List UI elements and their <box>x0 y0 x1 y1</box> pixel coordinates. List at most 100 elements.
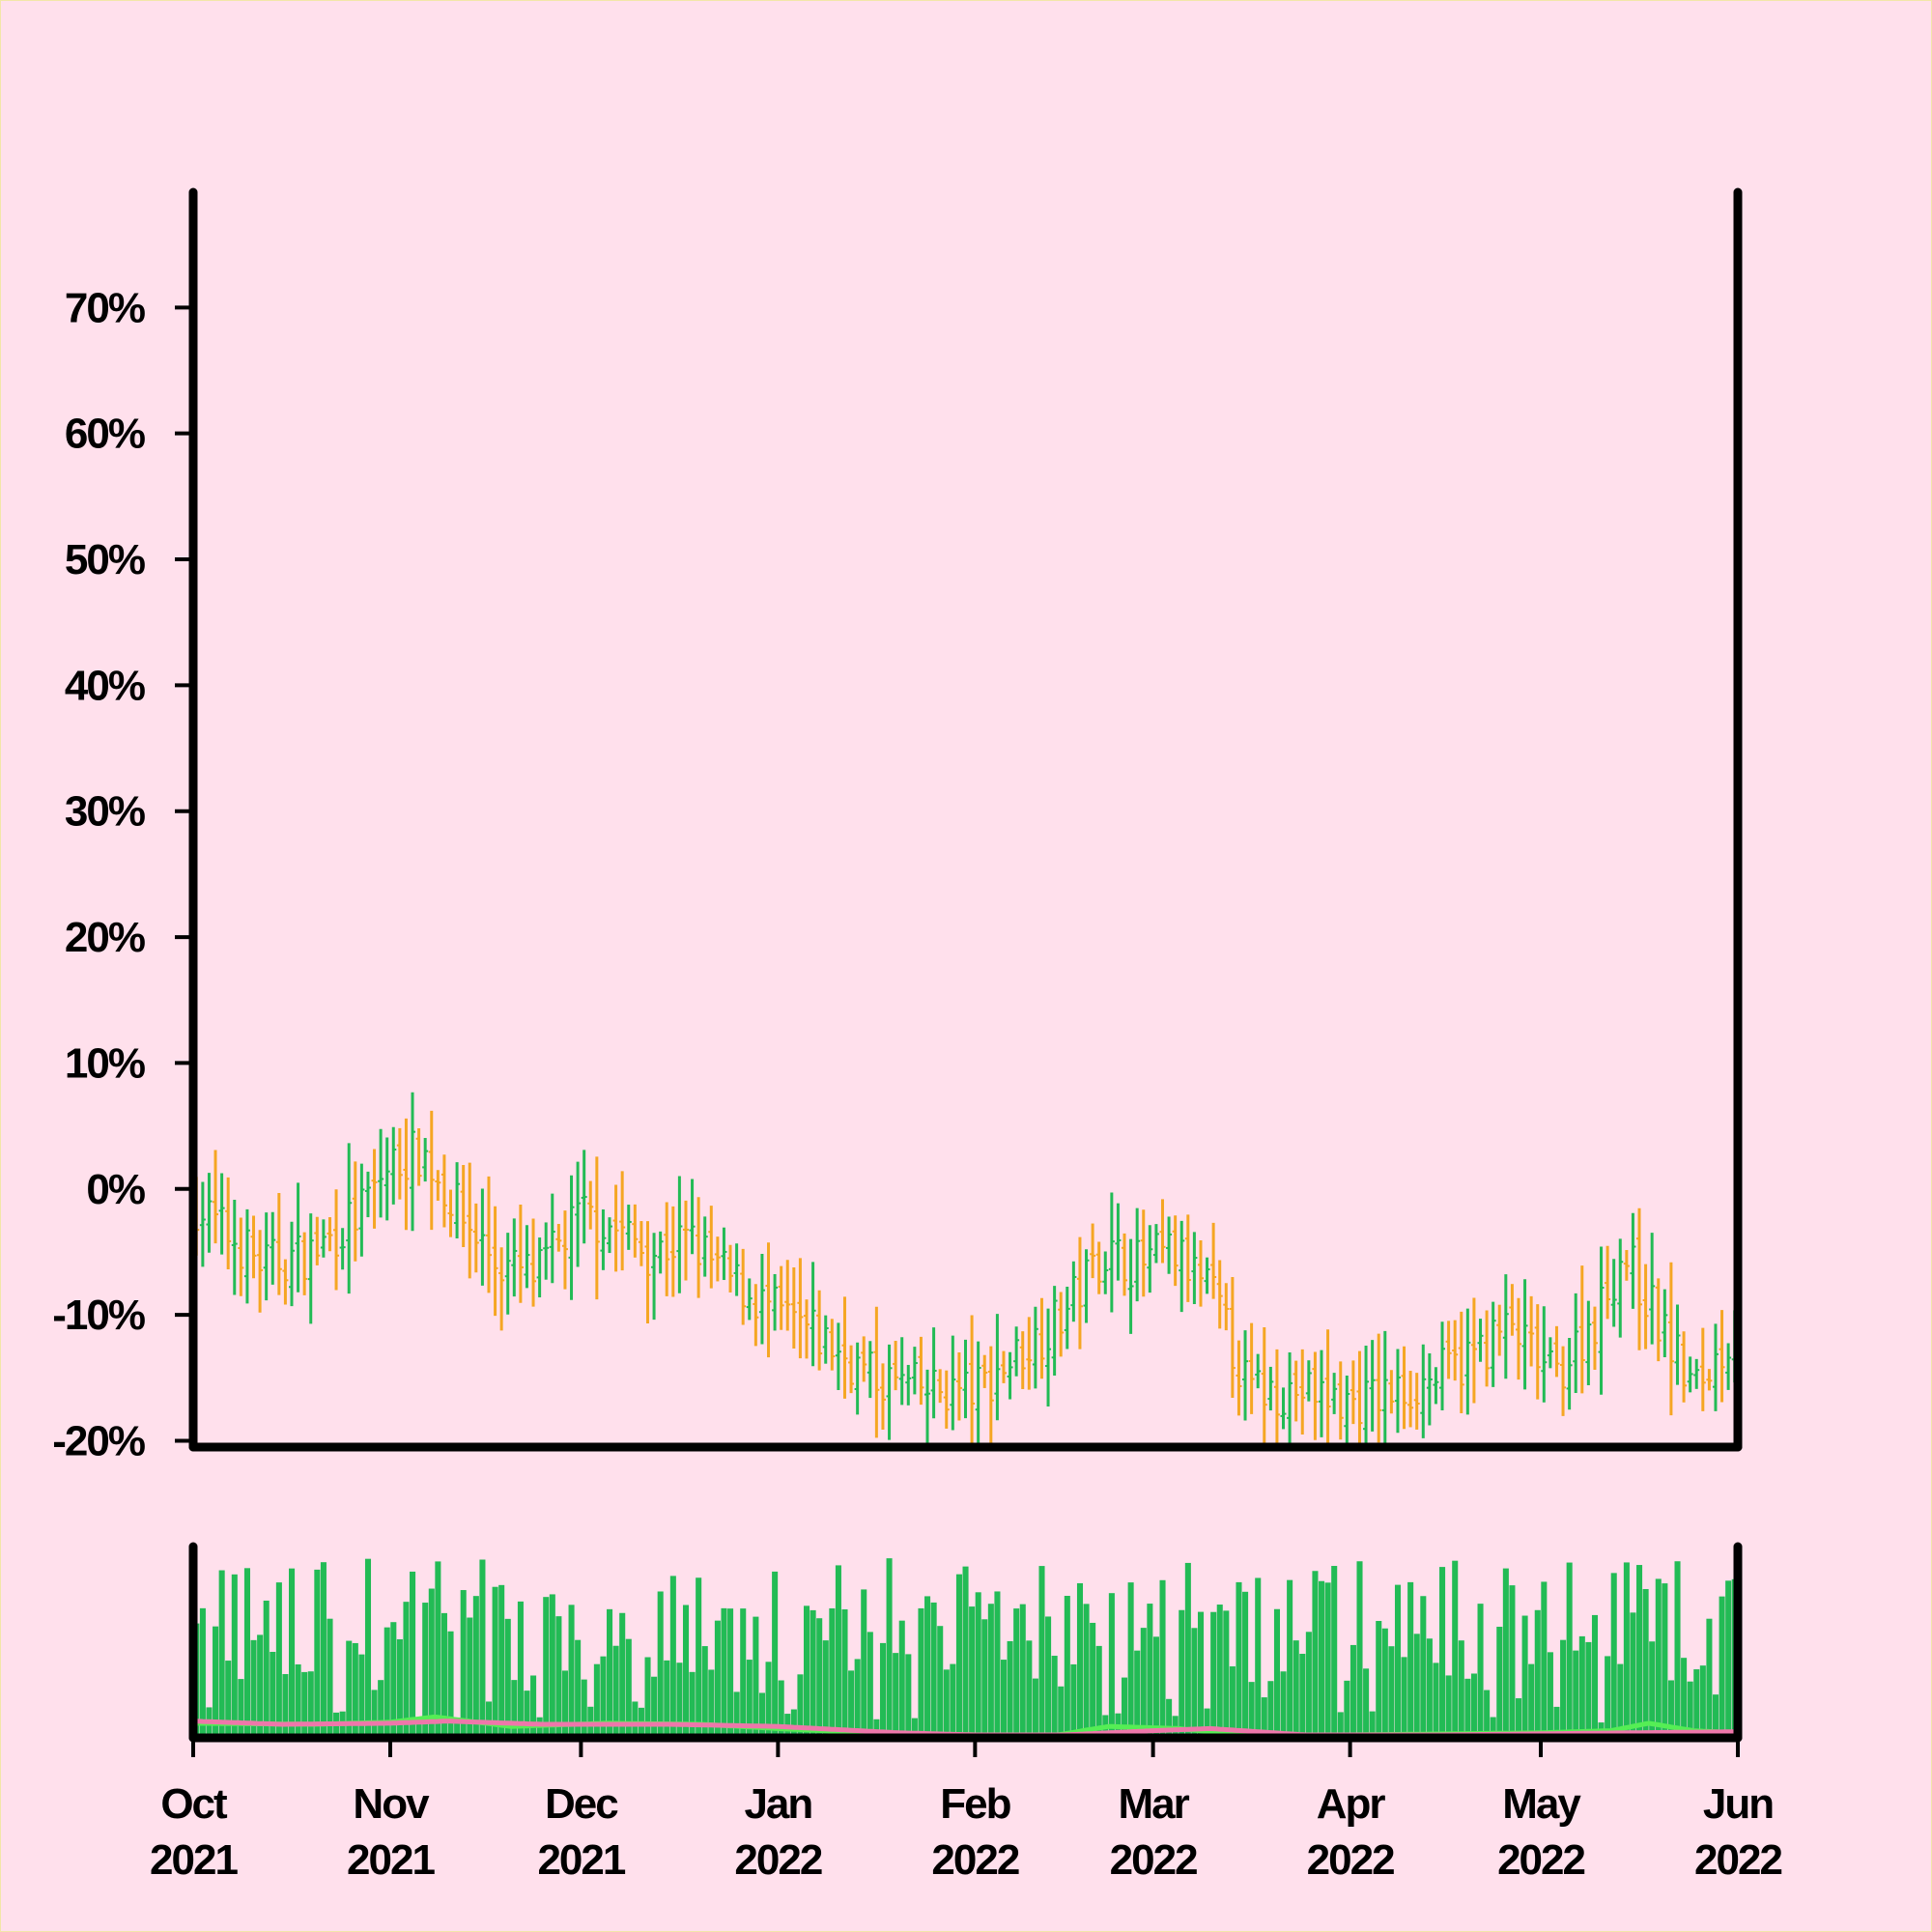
volume-bar <box>1127 1582 1134 1738</box>
volume-bar <box>682 1605 690 1738</box>
volume-bar <box>561 1670 569 1738</box>
volume-bar <box>1134 1650 1141 1738</box>
volume-bar <box>378 1680 384 1738</box>
volume-bar <box>1547 1652 1553 1738</box>
volume-bar <box>861 1589 867 1738</box>
volume-bar <box>1064 1596 1070 1738</box>
x-tick-label-year: 2022 <box>931 1836 1018 1884</box>
volume-bar <box>911 1718 918 1738</box>
volume-bar <box>1356 1561 1363 1738</box>
x-tick-label-month: May <box>1502 1780 1581 1828</box>
volume-bar <box>943 1669 950 1738</box>
volume-bar <box>1108 1593 1115 1738</box>
volume-bar <box>841 1609 848 1738</box>
volume-bar <box>1261 1697 1267 1738</box>
volume-bar <box>1331 1566 1338 1738</box>
volume-bar <box>1573 1650 1579 1738</box>
volume-bar <box>1712 1694 1719 1738</box>
volume-bar <box>301 1671 308 1738</box>
volume-bar <box>1299 1654 1306 1738</box>
volume-bar <box>1560 1639 1567 1738</box>
volume-bar <box>810 1609 816 1738</box>
volume-bar <box>918 1607 924 1738</box>
volume-bar <box>1681 1658 1688 1738</box>
volume-bar <box>575 1639 582 1738</box>
volume-bar <box>460 1590 467 1738</box>
volume-bar <box>1179 1609 1185 1738</box>
volume-bar <box>1350 1644 1356 1738</box>
volume-bar <box>384 1627 390 1738</box>
volume-bar <box>727 1608 734 1738</box>
volume-bar <box>1388 1646 1395 1738</box>
axes <box>175 187 1743 1757</box>
volume-bar <box>1426 1638 1433 1738</box>
volume-bar <box>676 1662 683 1738</box>
volume-bar <box>1095 1645 1102 1738</box>
volume-bar <box>1617 1663 1624 1738</box>
volume-bar <box>924 1596 931 1738</box>
volume-bar <box>1287 1579 1293 1738</box>
volume-bar <box>422 1603 429 1738</box>
x-tick-label-year: 2022 <box>734 1836 821 1884</box>
volume-bar <box>873 1719 880 1738</box>
volume-bar <box>1413 1634 1420 1738</box>
volume-bar <box>447 1631 454 1738</box>
volume-bar <box>950 1663 956 1738</box>
volume-bar <box>543 1597 550 1738</box>
volume-bar <box>1344 1680 1350 1738</box>
volume-bar <box>1401 1657 1407 1738</box>
volume-bar <box>696 1577 702 1738</box>
volume-bar <box>1534 1609 1541 1738</box>
volume-bar <box>886 1558 893 1738</box>
volume-bar <box>1464 1678 1471 1738</box>
volume-bar <box>327 1618 333 1738</box>
volume-bar <box>701 1646 708 1738</box>
volume-bar <box>1470 1673 1477 1738</box>
volume-bar <box>1630 1612 1636 1738</box>
volume-bar <box>307 1671 314 1738</box>
volume-bar <box>1204 1708 1210 1738</box>
volume-bar <box>1706 1618 1713 1738</box>
volume-bar <box>440 1612 447 1738</box>
volume-bar <box>1159 1579 1166 1738</box>
volume-bar <box>1223 1610 1230 1738</box>
volume-bar <box>479 1559 486 1738</box>
y-tick-label: 20% <box>65 914 145 961</box>
volume-bar <box>955 1574 962 1738</box>
volume-bar <box>969 1606 976 1738</box>
volume-bar <box>1605 1656 1611 1738</box>
volume-bar <box>238 1679 244 1738</box>
volume-bar <box>600 1656 607 1738</box>
volume-bar <box>1636 1565 1643 1738</box>
volume-bar <box>270 1651 276 1738</box>
y-tick-label: 60% <box>65 411 145 458</box>
tick-labels: -20% -10% 0% 10% 20% 30% 40% 50% 60% 70% Oct 2021 No… <box>52 284 1783 1884</box>
x-tick-label-year: 2021 <box>150 1836 238 1884</box>
volume-bar <box>708 1669 715 1738</box>
volume-bar <box>390 1622 397 1738</box>
volume-bar <box>282 1674 289 1738</box>
volume-bar <box>1267 1681 1274 1738</box>
volume-bar <box>1528 1663 1535 1738</box>
volume-bar <box>644 1657 651 1738</box>
volume-bar <box>607 1608 613 1738</box>
volume-bar <box>987 1604 994 1738</box>
volume-bar <box>651 1676 658 1738</box>
volume-bar <box>790 1709 797 1738</box>
volume-bar <box>1076 1582 1084 1738</box>
volume-bar <box>1699 1665 1706 1738</box>
volume-bar <box>689 1671 696 1738</box>
volume-bar <box>1184 1562 1191 1738</box>
volume-bar <box>1083 1604 1090 1738</box>
volume-bar <box>467 1617 473 1738</box>
volume-bar <box>1324 1582 1331 1738</box>
volume-bar <box>657 1591 664 1738</box>
volume-bar <box>225 1661 232 1738</box>
y-tick-label: -20% <box>52 1417 145 1464</box>
volume-bar <box>250 1639 257 1738</box>
volume-bar <box>498 1584 505 1738</box>
volume-bar <box>1566 1562 1573 1738</box>
volume-bar <box>593 1663 600 1738</box>
